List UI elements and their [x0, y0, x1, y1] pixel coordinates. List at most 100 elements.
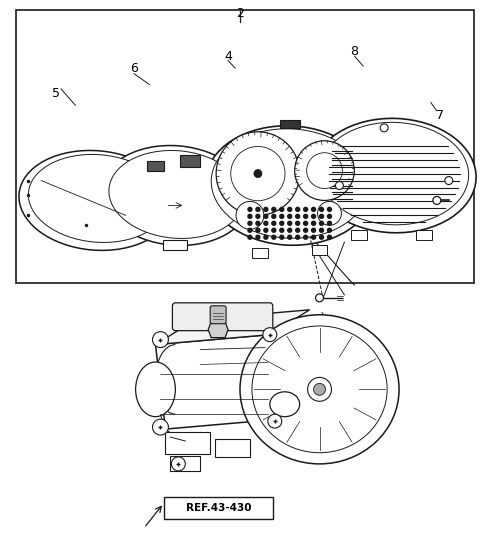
Circle shape — [248, 228, 252, 232]
Circle shape — [280, 214, 284, 219]
Circle shape — [312, 235, 315, 239]
Bar — [166, 432, 210, 454]
Text: 4: 4 — [224, 49, 232, 63]
Circle shape — [264, 221, 268, 225]
Circle shape — [296, 214, 300, 219]
Circle shape — [153, 332, 168, 348]
Circle shape — [288, 208, 292, 211]
Bar — [180, 155, 200, 167]
Bar — [170, 456, 200, 471]
Ellipse shape — [28, 154, 167, 243]
Text: 3: 3 — [157, 190, 165, 203]
Circle shape — [268, 414, 282, 428]
Circle shape — [272, 214, 276, 219]
Circle shape — [327, 235, 332, 239]
Ellipse shape — [205, 126, 374, 245]
Circle shape — [296, 235, 300, 239]
Ellipse shape — [109, 150, 244, 238]
Circle shape — [248, 208, 252, 211]
Circle shape — [312, 208, 315, 211]
Circle shape — [304, 235, 308, 239]
Circle shape — [320, 214, 324, 219]
FancyBboxPatch shape — [172, 303, 273, 330]
Circle shape — [280, 208, 284, 211]
Circle shape — [336, 182, 343, 189]
Ellipse shape — [101, 145, 250, 245]
Bar — [164, 497, 273, 519]
Circle shape — [272, 208, 276, 211]
Circle shape — [296, 221, 300, 225]
Bar — [280, 120, 300, 128]
Circle shape — [312, 221, 315, 225]
Circle shape — [320, 208, 324, 211]
Circle shape — [304, 214, 308, 219]
Ellipse shape — [211, 129, 368, 238]
Circle shape — [433, 197, 441, 204]
Text: 6: 6 — [130, 61, 138, 75]
Circle shape — [320, 228, 324, 232]
Circle shape — [254, 170, 262, 177]
Polygon shape — [156, 335, 280, 429]
Circle shape — [248, 235, 252, 239]
Circle shape — [320, 235, 324, 239]
Circle shape — [327, 228, 332, 232]
Circle shape — [272, 228, 276, 232]
Circle shape — [248, 221, 252, 225]
Text: 7: 7 — [436, 109, 444, 122]
Text: 8: 8 — [350, 46, 359, 58]
Ellipse shape — [320, 122, 468, 225]
Circle shape — [248, 214, 252, 219]
Circle shape — [280, 235, 284, 239]
Text: 2: 2 — [236, 7, 244, 20]
Bar — [312, 245, 327, 255]
Circle shape — [256, 208, 260, 211]
Circle shape — [312, 214, 315, 219]
Circle shape — [288, 228, 292, 232]
Circle shape — [256, 221, 260, 225]
Ellipse shape — [240, 315, 399, 464]
Ellipse shape — [270, 392, 300, 417]
Circle shape — [295, 141, 354, 200]
Circle shape — [231, 147, 285, 201]
Circle shape — [312, 228, 315, 232]
Circle shape — [308, 377, 332, 401]
Circle shape — [327, 221, 332, 225]
Circle shape — [445, 177, 453, 184]
Circle shape — [288, 235, 292, 239]
Circle shape — [307, 153, 342, 188]
Circle shape — [216, 132, 300, 215]
Circle shape — [256, 235, 260, 239]
Bar — [351, 230, 367, 240]
Bar — [416, 230, 432, 240]
Circle shape — [327, 208, 332, 211]
Circle shape — [256, 214, 260, 219]
Circle shape — [327, 214, 332, 219]
Circle shape — [264, 208, 268, 211]
Bar — [252, 248, 268, 258]
Ellipse shape — [312, 119, 476, 233]
Circle shape — [236, 201, 264, 229]
Ellipse shape — [252, 326, 387, 453]
Circle shape — [288, 221, 292, 225]
Circle shape — [315, 294, 324, 302]
Circle shape — [304, 208, 308, 211]
Circle shape — [304, 221, 308, 225]
Text: REF.43-430: REF.43-430 — [186, 503, 251, 513]
Circle shape — [313, 383, 325, 395]
Ellipse shape — [19, 150, 173, 250]
Circle shape — [272, 221, 276, 225]
Ellipse shape — [136, 362, 175, 417]
Circle shape — [264, 214, 268, 219]
Circle shape — [318, 201, 341, 225]
Circle shape — [264, 235, 268, 239]
Circle shape — [296, 228, 300, 232]
Circle shape — [280, 221, 284, 225]
Circle shape — [256, 228, 260, 232]
Circle shape — [263, 328, 277, 341]
Text: 1: 1 — [329, 317, 337, 330]
Circle shape — [264, 228, 268, 232]
FancyBboxPatch shape — [210, 306, 226, 324]
Circle shape — [304, 228, 308, 232]
Circle shape — [296, 208, 300, 211]
Circle shape — [280, 228, 284, 232]
